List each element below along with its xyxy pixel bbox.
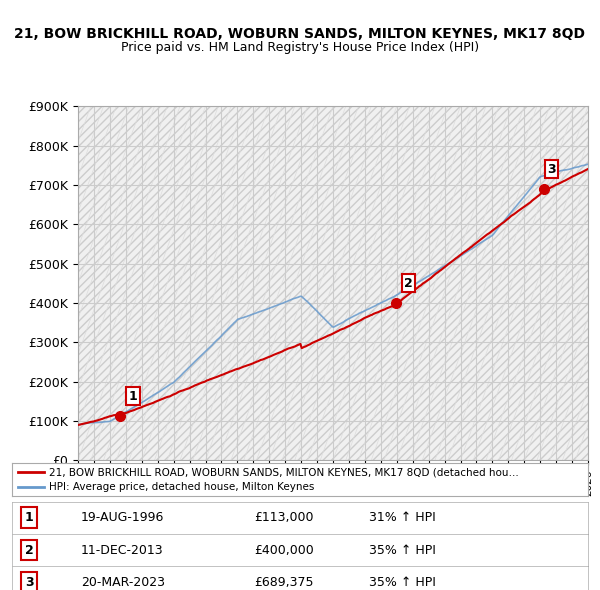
Text: 19-AUG-1996: 19-AUG-1996 xyxy=(81,511,164,525)
Text: 3: 3 xyxy=(25,576,34,589)
Text: 20-MAR-2023: 20-MAR-2023 xyxy=(81,576,165,589)
Text: £400,000: £400,000 xyxy=(254,543,314,557)
Text: 21, BOW BRICKHILL ROAD, WOBURN SANDS, MILTON KEYNES, MK17 8QD: 21, BOW BRICKHILL ROAD, WOBURN SANDS, MI… xyxy=(14,27,586,41)
Text: Price paid vs. HM Land Registry's House Price Index (HPI): Price paid vs. HM Land Registry's House … xyxy=(121,41,479,54)
Text: 35% ↑ HPI: 35% ↑ HPI xyxy=(369,543,436,557)
Text: HPI: Average price, detached house, Milton Keynes: HPI: Average price, detached house, Milt… xyxy=(49,481,315,491)
Text: 31% ↑ HPI: 31% ↑ HPI xyxy=(369,511,436,525)
Text: 11-DEC-2013: 11-DEC-2013 xyxy=(81,543,164,557)
Text: 2: 2 xyxy=(25,543,34,557)
Text: 2: 2 xyxy=(404,277,413,290)
Text: 1: 1 xyxy=(25,511,34,525)
Text: £113,000: £113,000 xyxy=(254,511,313,525)
Text: 21, BOW BRICKHILL ROAD, WOBURN SANDS, MILTON KEYNES, MK17 8QD (detached hou…: 21, BOW BRICKHILL ROAD, WOBURN SANDS, MI… xyxy=(49,467,520,477)
Text: 1: 1 xyxy=(128,389,137,402)
Text: 3: 3 xyxy=(547,163,556,176)
Text: 35% ↑ HPI: 35% ↑ HPI xyxy=(369,576,436,589)
Text: £689,375: £689,375 xyxy=(254,576,313,589)
